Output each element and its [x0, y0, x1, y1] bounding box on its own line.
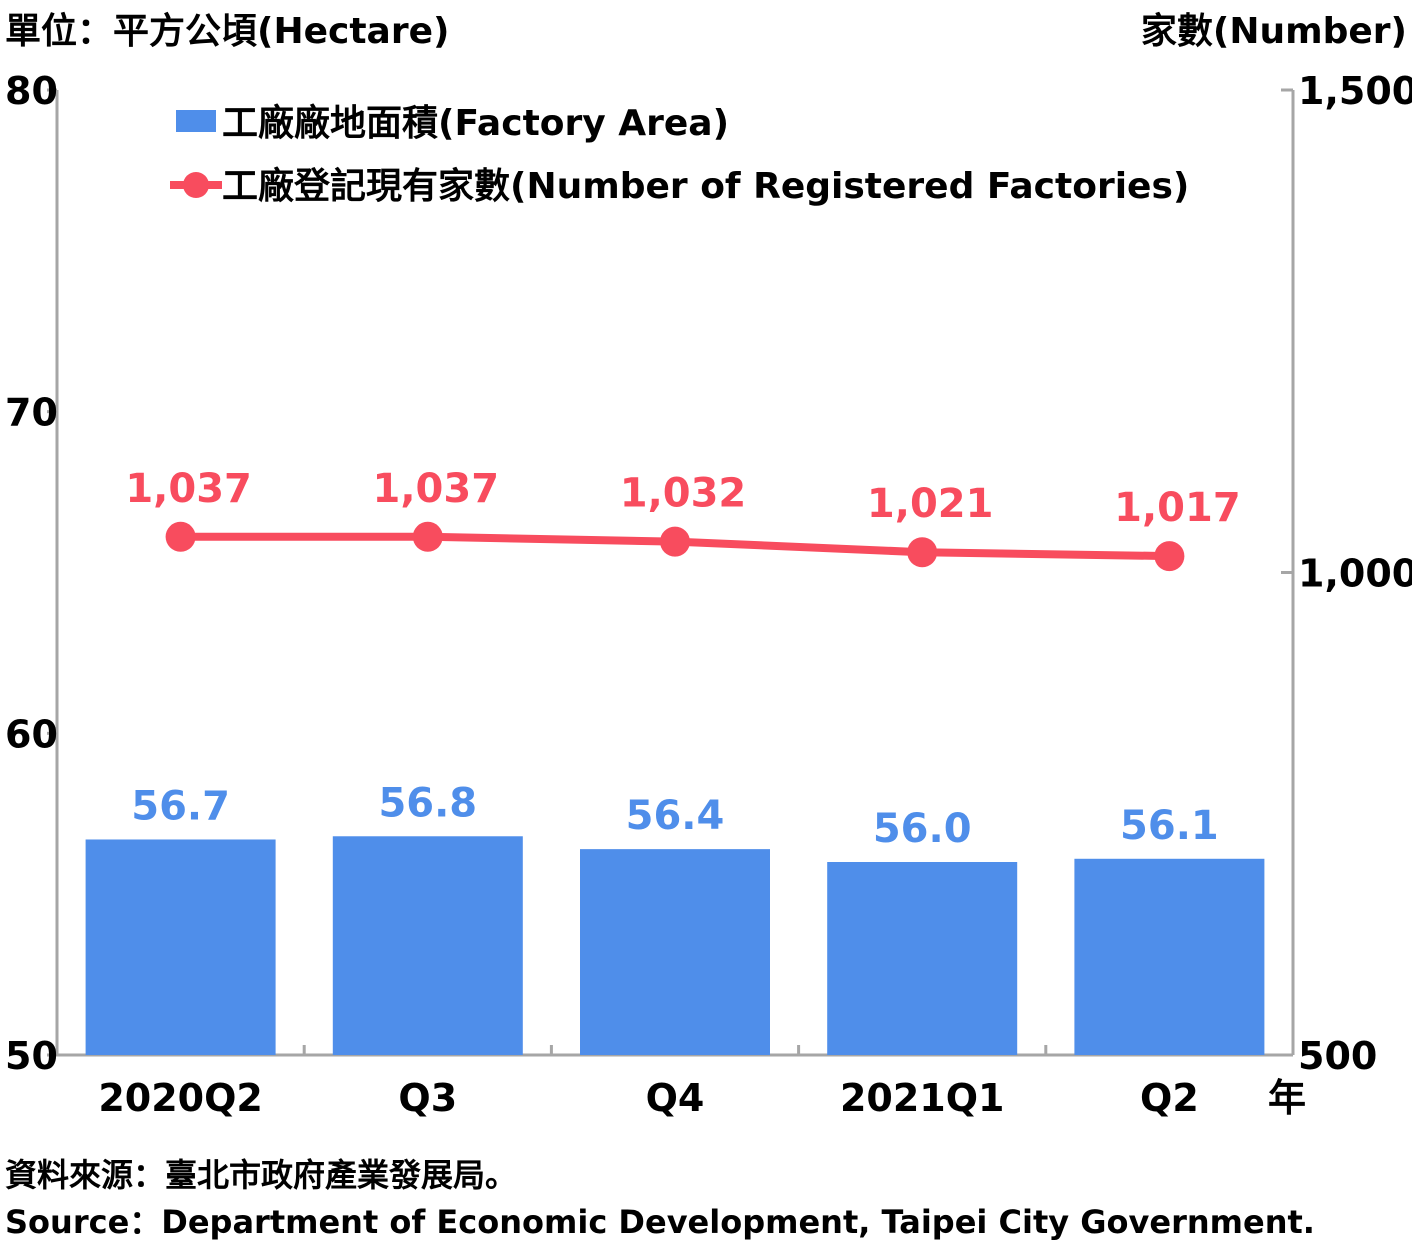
- line-series: [165, 521, 1185, 572]
- line-point: [660, 526, 690, 557]
- line-data-label: 1,037: [373, 466, 500, 512]
- axes: 50 60 70 80 500 1,000 1,500 2020Q2 Q3 Q4 2021Q1 Q2: [5, 69, 1412, 1120]
- x-axis-tick-label: Q2: [1140, 1076, 1199, 1120]
- bar: [1074, 858, 1265, 1055]
- x-axis-suffix: 年: [1268, 1076, 1306, 1120]
- left-axis-tick-label: 80: [5, 69, 58, 113]
- line-point: [907, 537, 938, 568]
- left-axis-tick-label: 60: [5, 712, 58, 756]
- bar-data-label: 56.8: [378, 780, 477, 826]
- bar: [332, 836, 523, 1055]
- line-data-label: 1,037: [125, 466, 252, 512]
- left-axis-unit: 單位：平方公頃(Hectare): [5, 11, 449, 52]
- data-labels: 56.7 56.8 56.4 56.0 56.1 1,037 1,037 1,032 1,021…: [125, 466, 1240, 852]
- legend-label-line: 工廠登記現有家數(Number of Registered Factories): [222, 165, 1189, 207]
- line-point: [165, 521, 196, 552]
- bar: [827, 862, 1018, 1055]
- bar: [85, 839, 276, 1055]
- line-data-label: 1,032: [620, 471, 747, 517]
- x-axis-tick-label: 2020Q2: [98, 1076, 263, 1120]
- bar-data-label: 56.4: [626, 793, 725, 839]
- bar-series: [85, 836, 1265, 1055]
- right-axis-tick-label: 1,000: [1298, 552, 1412, 596]
- source-zh: 資料來源：臺北市政府產業發展局。: [5, 1156, 517, 1194]
- bar-data-label: 56.7: [131, 783, 230, 829]
- right-axis-unit: 家數(Number): [1141, 11, 1407, 52]
- x-axis-tick-label: Q4: [646, 1076, 705, 1120]
- legend-label-bar: 工廠廠地面積(Factory Area): [222, 102, 729, 144]
- bar: [580, 849, 770, 1055]
- right-axis-tick-label: 500: [1298, 1034, 1377, 1078]
- legend-swatch-bar: [176, 110, 216, 132]
- x-axis-tick-label: 2021Q1: [840, 1076, 1005, 1120]
- line-point: [1154, 541, 1185, 572]
- x-axis-tick-label: Q3: [398, 1076, 457, 1120]
- legend-swatch-marker: [183, 172, 209, 198]
- left-axis-tick-label: 50: [5, 1034, 58, 1078]
- right-axis-tick-label: 1,500: [1298, 69, 1412, 113]
- line-point: [412, 521, 443, 552]
- left-axis-tick-label: 70: [5, 391, 58, 435]
- line-data-label: 1,021: [867, 481, 994, 527]
- legend: 工廠廠地面積(Factory Area) 工廠登記現有家數(Number of R…: [170, 102, 1189, 207]
- bar-data-label: 56.1: [1120, 803, 1219, 849]
- bar-data-label: 56.0: [873, 806, 972, 852]
- line-data-label: 1,017: [1114, 485, 1241, 531]
- source-en: Source：Department of Economic Developmen…: [5, 1203, 1315, 1241]
